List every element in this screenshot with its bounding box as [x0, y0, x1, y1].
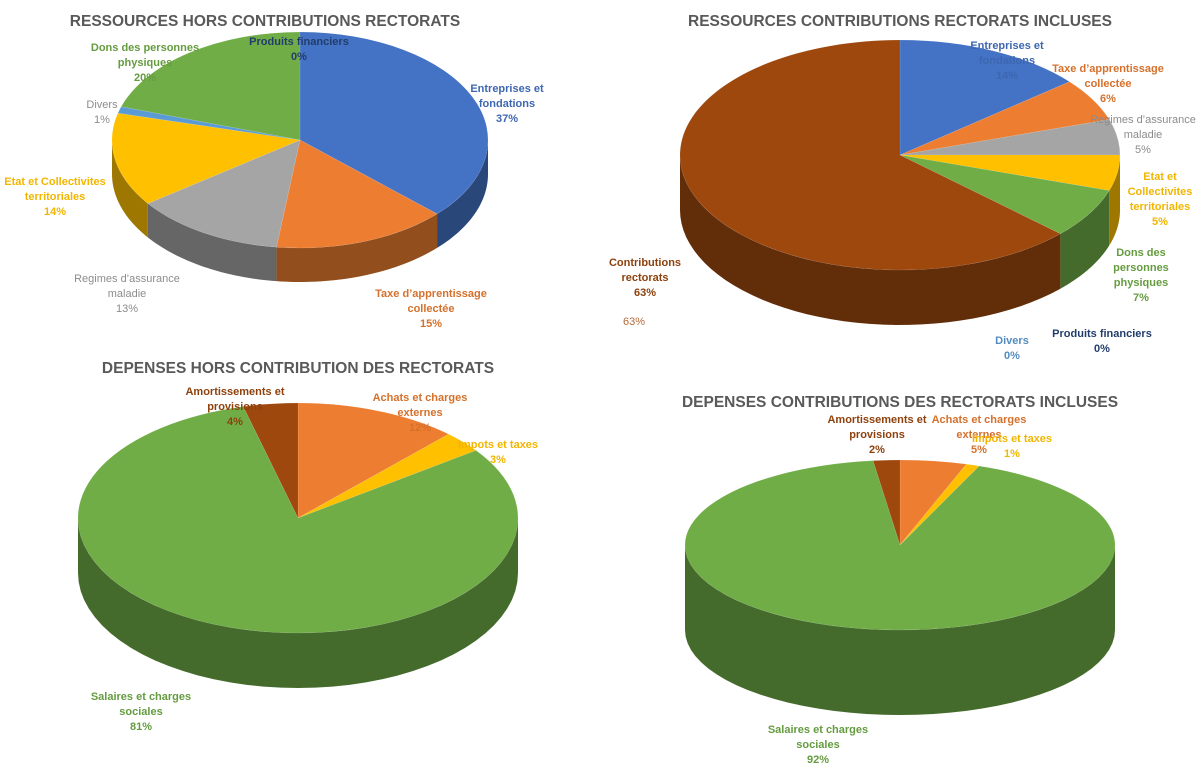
data-label-etat-et-collectivites-territoriales: Etat et Collectivites territoriales 14% — [4, 176, 105, 218]
pie-side-regimes-d-assurance-maladie — [147, 203, 277, 282]
pie-slice-taxe-d-apprentissage-collectee — [899, 81, 1110, 156]
data-label-amortissements-et-provisions: Amortissements et provisions 2% — [827, 414, 926, 456]
data-label-taxe-d-apprentissage-collectee: Taxe d’apprentissage collectée 15% — [375, 288, 487, 330]
data-label-etat-et-collectivites-territoriales: Etat et Collectivites territoriales 5% — [1128, 171, 1193, 228]
pie-slice-impots-et-taxes — [899, 463, 980, 546]
pie-slice-achats-et-charges-externes — [297, 402, 450, 519]
data-label-dons-des-personnes-physiques: Dons des personnes physiques 7% — [1113, 247, 1169, 304]
data-label-produits-financiers: Produits financiers 0% — [249, 36, 349, 63]
pie-slice-dons-des-personnes-physiques — [120, 31, 301, 141]
pie-slice-etat-et-collectivites-territoriales — [899, 154, 1121, 191]
pie-slice-entreprises-et-fondations — [299, 31, 489, 215]
data-label-divers: Divers 1% — [86, 99, 118, 126]
extra-data-label: 63% — [623, 316, 645, 328]
chart-title: RESSOURCES CONTRIBUTIONS RECTORATS INCLU… — [688, 13, 1112, 30]
pie-chart-4: DEPENSES CONTRIBUTIONS DES RECTORATS INC… — [682, 394, 1118, 766]
pie-side-etat-et-collectivites-territoriales — [112, 140, 148, 238]
data-label-salaires-et-charges-sociales: Salaires et charges sociales 81% — [91, 691, 191, 733]
data-label-achats-et-charges-externes: Achats et charges externes 12% — [373, 392, 468, 434]
pie-chart-1: RESSOURCES HORS CONTRIBUTIONS RECTORATS E… — [4, 13, 544, 330]
chart-title: DEPENSES HORS CONTRIBUTION DES RECTORATS — [102, 360, 494, 377]
data-label-contributions-rectorats: Contributions rectorats 63% — [609, 257, 681, 299]
data-label-achats-et-charges-externes: Achats et charges externes 5% — [932, 414, 1027, 456]
pie-slice-achats-et-charges-externes — [899, 459, 968, 546]
data-label-salaires-et-charges-sociales: Salaires et charges sociales 92% — [768, 724, 868, 766]
pie-side-etat-et-collectivites-territoriales — [1109, 155, 1120, 246]
chart-title: RESSOURCES HORS CONTRIBUTIONS RECTORATS — [70, 13, 460, 30]
pie-side-salaires-et-charges-sociales — [685, 545, 1115, 715]
pie-slice-regimes-d-assurance-maladie — [147, 139, 301, 248]
pie-slice-entreprises-et-fondations — [899, 39, 1071, 156]
pie-side-walls — [680, 155, 1120, 325]
data-label-regimes-d-assurance-maladie: Regimes d’assurance maladie 13% — [74, 273, 180, 315]
pie-slice-divers — [117, 106, 301, 141]
chart-title: DEPENSES CONTRIBUTIONS DES RECTORATS INC… — [682, 394, 1118, 411]
pie-side-entreprises-et-fondations — [437, 140, 488, 248]
pie-side-salaires-et-charges-sociales — [78, 518, 518, 688]
pie-slice-amortissements-et-provisions — [872, 459, 901, 546]
pie-side-taxe-d-apprentissage-collectee — [276, 213, 438, 282]
data-label-divers: Divers 0% — [995, 335, 1029, 362]
pie-slice-regimes-d-assurance-maladie — [899, 119, 1121, 156]
data-label-entreprises-et-fondations: Entreprises et fondations 14% — [970, 40, 1044, 82]
data-label-produits-financiers: Produits financiers 0% — [1052, 328, 1152, 355]
pie-slice-impots-et-taxes — [297, 433, 477, 519]
data-label-regimes-d-assurance-maladie: Regimes d’assurance maladie 5% — [1090, 114, 1196, 156]
data-label-impots-et-taxes: Impots et taxes 3% — [458, 439, 538, 466]
pie-slice-dons-des-personnes-physiques — [899, 154, 1110, 235]
pie-slice-salaires-et-charges-sociales — [77, 406, 519, 634]
pie-side-walls — [78, 518, 518, 688]
pie-side-walls — [685, 545, 1115, 715]
pie-slice-salaires-et-charges-sociales — [684, 460, 1116, 631]
pie-side-contributions-rectorats — [680, 155, 1061, 325]
pie-slice-amortissements-et-provisions — [242, 402, 299, 519]
data-label-dons-des-personnes-physiques: Dons des personnes physiques 20% — [91, 42, 199, 84]
pie-slice-taxe-d-apprentissage-collectee — [276, 139, 438, 249]
pie-side-dons-des-personnes-physiques — [1060, 190, 1110, 289]
pie-side-walls — [112, 140, 488, 282]
data-label-impots-et-taxes: Impots et taxes 1% — [972, 433, 1052, 460]
pie-chart-2: RESSOURCES CONTRIBUTIONS RECTORATS INCLU… — [609, 13, 1196, 362]
pie-chart-3: DEPENSES HORS CONTRIBUTION DES RECTORATS… — [77, 360, 538, 733]
pie-slice-etat-et-collectivites-territoriales — [111, 112, 302, 204]
pie-slice-contributions-rectorats — [679, 39, 1062, 271]
data-label-taxe-d-apprentissage-collectee: Taxe d’apprentissage collectée 6% — [1052, 63, 1164, 105]
data-label-amortissements-et-provisions: Amortissements et provisions 4% — [185, 386, 284, 428]
data-label-entreprises-et-fondations: Entreprises et fondations 37% — [470, 83, 544, 125]
